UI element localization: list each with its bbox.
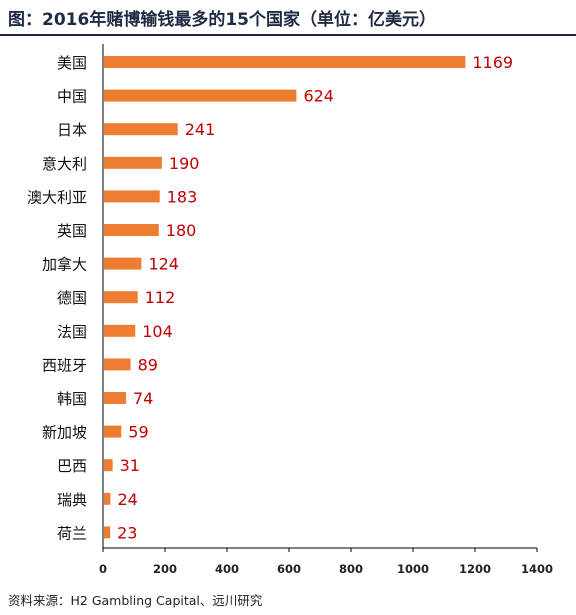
bar — [104, 392, 126, 404]
x-tick-label: 200 — [153, 562, 177, 576]
category-label: 韩国 — [57, 390, 87, 408]
value-label: 190 — [169, 154, 200, 173]
chart-title: 图：2016年赌博输钱最多的15个国家（单位：亿美元） — [8, 5, 436, 30]
value-label: 74 — [133, 389, 153, 408]
value-label: 104 — [142, 322, 173, 341]
value-label: 624 — [303, 87, 334, 106]
title-bar: 图：2016年赌博输钱最多的15个国家（单位：亿美元） — [0, 0, 576, 36]
category-label: 法国 — [57, 323, 87, 341]
value-label: 180 — [166, 221, 197, 240]
x-tick-label: 1200 — [459, 562, 491, 576]
bar — [104, 459, 113, 471]
bar — [104, 493, 110, 505]
value-label: 112 — [145, 288, 176, 307]
value-label: 124 — [148, 255, 179, 274]
value-label: 241 — [185, 120, 216, 139]
bar — [104, 157, 162, 169]
x-tick-label: 400 — [215, 562, 239, 576]
category-label: 日本 — [57, 121, 87, 139]
value-label: 183 — [167, 187, 198, 206]
x-tick-label: 0 — [99, 562, 107, 576]
value-label: 31 — [120, 456, 140, 475]
x-tick-label: 1400 — [521, 562, 553, 576]
category-label: 中国 — [57, 88, 87, 106]
category-label: 荷兰 — [57, 524, 87, 542]
bar — [104, 526, 110, 538]
bar — [104, 426, 121, 438]
category-label: 新加坡 — [42, 424, 87, 442]
bar — [104, 258, 141, 270]
bar — [104, 358, 131, 370]
value-label: 89 — [138, 355, 158, 374]
bar-chart: 0 200 400 600 800 1000 1200 1400 美国 1169 中国 624 日本 24… — [0, 36, 576, 586]
x-tick-label: 1000 — [397, 562, 429, 576]
category-label: 加拿大 — [42, 256, 87, 274]
category-label: 意大利 — [42, 155, 87, 173]
value-label: 24 — [117, 490, 137, 509]
category-label: 巴西 — [57, 457, 87, 475]
bar — [104, 224, 159, 236]
value-label: 23 — [117, 523, 137, 542]
bar — [104, 90, 296, 102]
category-label: 德国 — [57, 289, 87, 307]
bar — [104, 325, 135, 337]
bar — [104, 291, 138, 303]
bar — [104, 190, 160, 202]
category-label: 澳大利亚 — [27, 188, 87, 206]
bar — [104, 56, 465, 68]
category-label: 西班牙 — [42, 356, 87, 374]
source-note: 资料来源：H2 Gambling Capital、远川研究 — [8, 590, 262, 609]
x-tick-label: 800 — [339, 562, 363, 576]
value-label: 59 — [128, 423, 148, 442]
value-label: 1169 — [472, 53, 513, 72]
category-label: 英国 — [57, 222, 87, 240]
bar — [104, 123, 178, 135]
category-label: 瑞典 — [57, 491, 87, 509]
category-label: 美国 — [57, 54, 87, 72]
x-tick-label: 600 — [277, 562, 301, 576]
